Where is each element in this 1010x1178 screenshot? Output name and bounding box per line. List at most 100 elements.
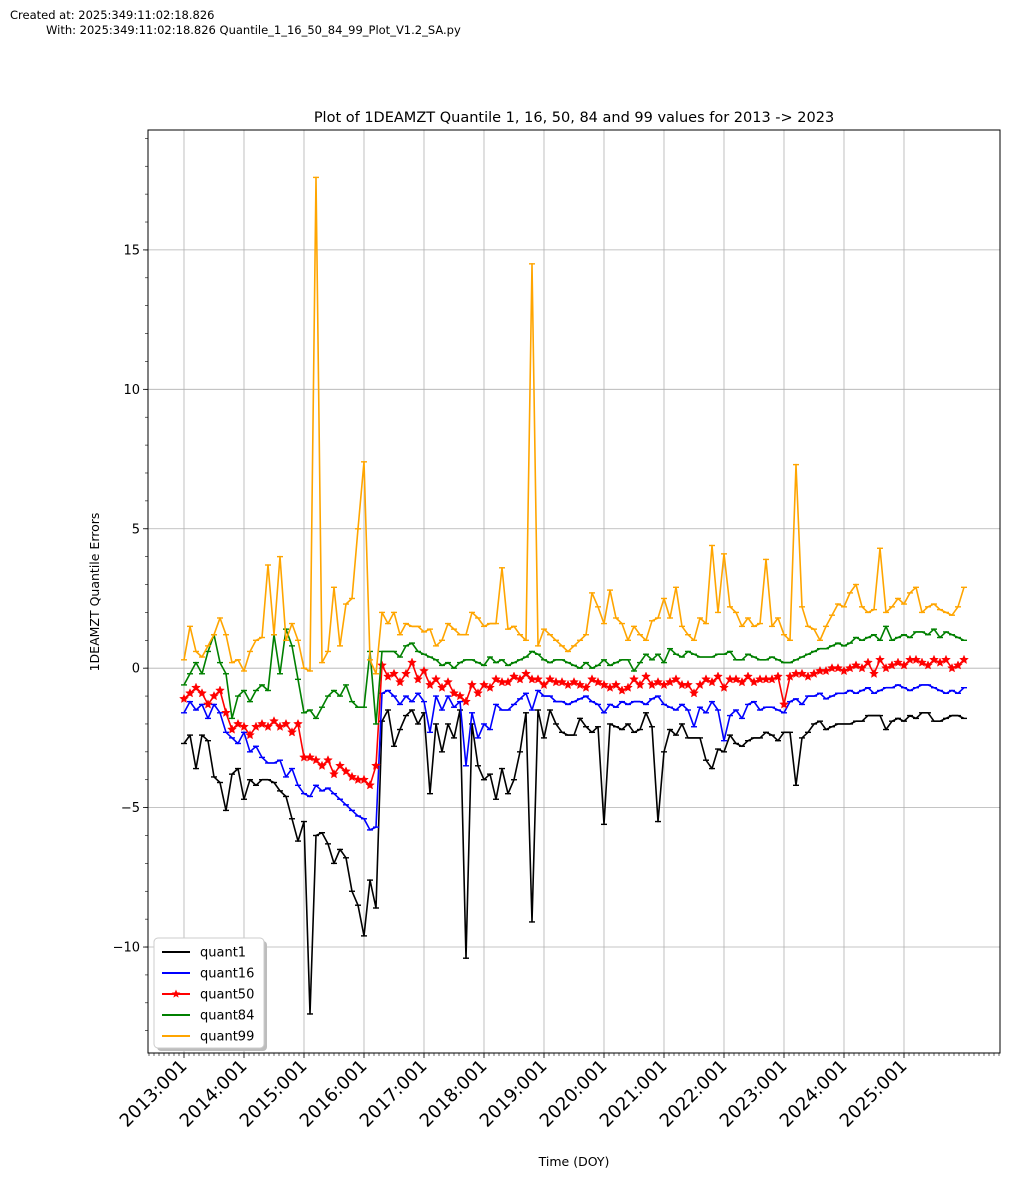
- quant50-point: [419, 665, 429, 676]
- quant50-point: [317, 760, 327, 770]
- series-quant50: [179, 654, 969, 790]
- quant50-point: [371, 760, 381, 770]
- series-quant16: [181, 684, 967, 831]
- legend: quant1 quant16 quant50 quant84 quant99: [153, 937, 267, 1051]
- quant50-point: [185, 688, 195, 698]
- quant50-point: [689, 688, 699, 698]
- quant50-point: [707, 676, 717, 687]
- quant50-point: [587, 674, 597, 684]
- quant50-point: [863, 657, 873, 667]
- quant50-point: [461, 696, 471, 706]
- y-tick-label: 15: [123, 243, 140, 258]
- plot-frame: [147, 129, 1001, 1054]
- quant50-point: [401, 668, 411, 678]
- quant50-point: [647, 679, 657, 690]
- quant50-point: [281, 718, 291, 729]
- quant50-point: [701, 674, 711, 684]
- quant50-point: [245, 729, 255, 740]
- series-quant84: [181, 625, 967, 725]
- quant50-point: [935, 657, 945, 667]
- quant50-point: [665, 676, 675, 687]
- quant50-point: [545, 674, 555, 684]
- series-quant99: [181, 176, 967, 675]
- quant50-point: [599, 679, 609, 690]
- quant50-point: [767, 674, 777, 684]
- quant50-point: [671, 674, 681, 684]
- legend-label-quant50: quant50: [200, 988, 254, 1003]
- quant50-point: [923, 660, 933, 670]
- quant50-point: [617, 685, 627, 695]
- quant50-point: [773, 671, 783, 681]
- quant50-point: [491, 674, 501, 684]
- quant50-point: [731, 674, 741, 684]
- quant50-point: [197, 688, 207, 698]
- quant1-line: [183, 709, 965, 1015]
- quant50-point: [209, 690, 219, 701]
- quant50-point: [959, 654, 969, 665]
- quant50-point: [833, 663, 843, 673]
- quant50-point: [335, 760, 345, 770]
- quant50-point: [323, 755, 333, 765]
- quant50-point: [383, 671, 393, 681]
- quant50-point: [191, 682, 201, 692]
- quant50-point: [515, 674, 525, 684]
- quant50-point: [215, 685, 225, 695]
- quant50-point: [539, 679, 549, 690]
- quant50-point: [941, 654, 951, 665]
- quant50-point: [455, 690, 465, 701]
- quant50-point: [227, 724, 237, 734]
- legend-label-quant84: quant84: [200, 1009, 254, 1024]
- quant50-point: [581, 682, 591, 692]
- quant50-point: [569, 676, 579, 687]
- quant50-point: [575, 679, 585, 690]
- quant50-point: [521, 668, 531, 678]
- quant84-line: [183, 625, 965, 725]
- quant50-point: [389, 668, 399, 678]
- quant50-point: [629, 674, 639, 684]
- quant50-point: [365, 780, 375, 790]
- quant50-point: [413, 674, 423, 684]
- quant50-point: [557, 676, 567, 687]
- quant50-point: [929, 654, 939, 665]
- y-tick-label: 5: [132, 522, 140, 537]
- quant50-point: [857, 663, 867, 673]
- y-tick-label: 10: [123, 383, 140, 398]
- quant50-point: [287, 727, 297, 737]
- quant50-point: [749, 676, 759, 687]
- quant50-point: [737, 676, 747, 687]
- quant50-point: [203, 699, 213, 709]
- quant50-point: [743, 671, 753, 681]
- quant50-point: [659, 679, 669, 690]
- chart-title: Plot of 1DEAMZT Quantile 1, 16, 50, 84 a…: [314, 110, 834, 126]
- quant50-point: [641, 671, 651, 681]
- quant50-point: [359, 774, 369, 784]
- quant50-point: [611, 679, 621, 690]
- quant50-point: [233, 718, 243, 729]
- x-axis-label: Time (DOY): [538, 1154, 610, 1169]
- legend-label-quant1: quant1: [200, 946, 246, 961]
- quant50-point: [509, 671, 519, 681]
- quant50-point: [881, 663, 891, 673]
- y-tick-label: −5: [121, 801, 140, 816]
- quant99-line: [183, 176, 965, 675]
- quant50-point: [407, 657, 417, 667]
- created-at-text: Created at: 2025:349:11:02:18.826: [10, 8, 215, 22]
- quant50-point: [887, 660, 897, 670]
- y-tick-label: −10: [113, 941, 140, 956]
- quant50-point: [623, 682, 633, 692]
- quant50-point: [695, 679, 705, 690]
- quant50-point: [593, 676, 603, 687]
- legend-box: [153, 937, 265, 1049]
- quant50-point: [797, 668, 807, 678]
- y-axis-ticks: −10 −5 0 5 10 15: [113, 243, 148, 956]
- quant50-point: [257, 718, 267, 729]
- quant50-point: [503, 676, 513, 687]
- quant50-point: [437, 682, 447, 692]
- legend-label-quant99: quant99: [200, 1030, 254, 1045]
- quant50-point: [395, 676, 405, 687]
- quant50-point: [311, 755, 321, 765]
- quant50-point: [869, 668, 879, 678]
- quant50-point: [251, 721, 261, 731]
- quant50-point: [347, 771, 357, 782]
- quant50-point: [635, 679, 645, 690]
